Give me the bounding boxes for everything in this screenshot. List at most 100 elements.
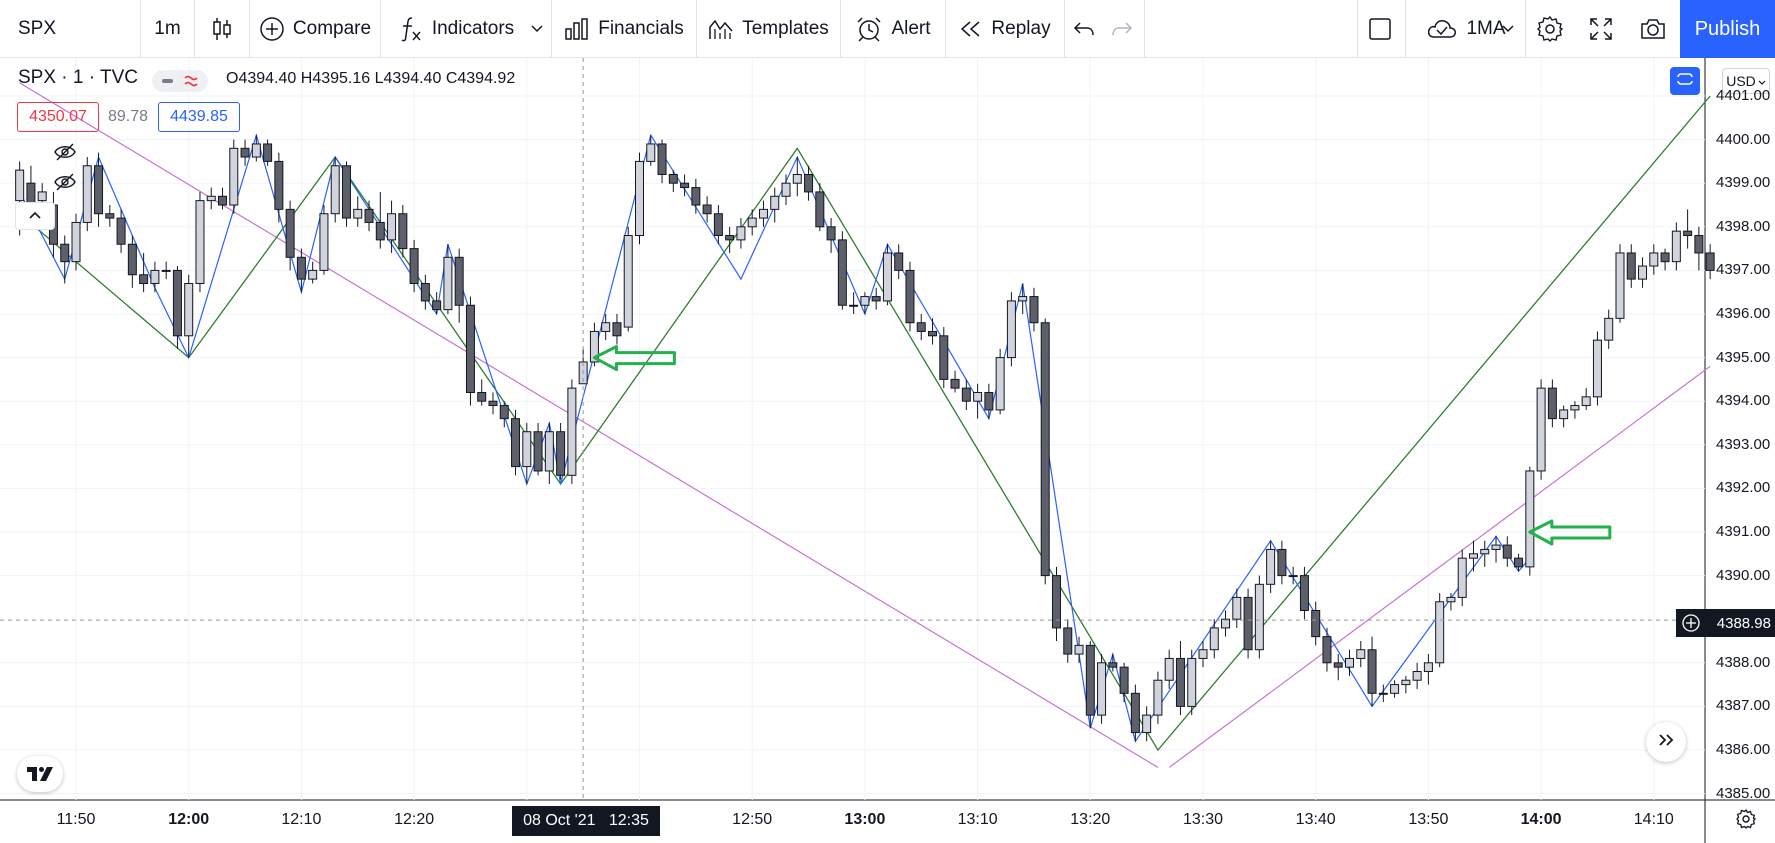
candle-body <box>984 391 994 411</box>
toolbar-divider <box>696 0 697 58</box>
candle-body <box>804 173 814 193</box>
auto-scale-button[interactable] <box>1670 67 1700 95</box>
candle-body <box>420 282 430 302</box>
candle-body <box>826 226 836 241</box>
redo-button[interactable] <box>1103 0 1141 58</box>
candle-body <box>308 269 318 280</box>
candle-body <box>1435 601 1445 664</box>
collapse-legend-button[interactable] <box>15 202 55 230</box>
candle-body <box>195 200 205 284</box>
candle <box>826 218 836 253</box>
eye-hidden-icon[interactable] <box>53 172 77 197</box>
candle-body <box>1649 252 1659 267</box>
undo-icon <box>1073 20 1095 38</box>
candle-body <box>364 208 374 223</box>
candle-body <box>567 387 577 476</box>
interval-button[interactable]: 1m <box>141 0 194 58</box>
undo-button[interactable] <box>1065 0 1103 58</box>
settings-button[interactable] <box>1526 0 1574 58</box>
candle-body <box>657 143 667 175</box>
chart-type-button[interactable] <box>195 0 249 58</box>
candle <box>1660 248 1670 271</box>
templates-button[interactable]: Templates <box>697 0 840 58</box>
sell-price-box[interactable]: 4350.07 <box>17 102 99 132</box>
candle <box>657 139 667 184</box>
candle-body <box>1536 387 1546 472</box>
price-chart[interactable] <box>0 58 1775 843</box>
save-layout-button[interactable]: 1MA <box>1406 0 1526 58</box>
candle <box>1187 649 1197 716</box>
function-icon <box>398 15 424 43</box>
arrow-left-icon <box>592 345 676 372</box>
candle <box>1525 466 1535 576</box>
indicators-button[interactable]: Indicators <box>381 0 531 58</box>
candle-body <box>1390 684 1400 694</box>
save-menu-button[interactable] <box>1496 0 1520 58</box>
tradingview-logo[interactable] <box>17 756 63 792</box>
candle <box>398 205 408 258</box>
ask-value: 4439.85 <box>170 108 228 125</box>
scale-settings-button[interactable] <box>1735 808 1757 835</box>
candle-body <box>375 221 385 241</box>
eye-hidden-icon[interactable] <box>53 142 77 167</box>
legend-badge[interactable] <box>152 70 208 92</box>
candle-body <box>1097 662 1107 716</box>
candle <box>1671 222 1681 271</box>
candle-body <box>1401 679 1411 686</box>
candle <box>928 318 938 345</box>
candle <box>522 423 532 485</box>
candle-body <box>409 248 419 284</box>
candle-body <box>1232 596 1242 620</box>
candle <box>477 379 487 406</box>
chevron-up-icon <box>28 207 42 225</box>
fullscreen-button[interactable] <box>1576 0 1626 58</box>
snapshot-button[interactable] <box>1628 0 1678 58</box>
candle-body <box>556 431 566 476</box>
toolbar-divider <box>840 0 841 58</box>
crosshair-plus-icon[interactable] <box>1681 613 1701 637</box>
candle-body <box>905 269 915 324</box>
alert-button[interactable]: Alert <box>841 0 945 58</box>
double-chevron-right-icon <box>1657 733 1675 752</box>
candle <box>691 178 701 214</box>
candle <box>747 209 757 236</box>
candle-body <box>939 335 949 380</box>
candle <box>668 170 678 192</box>
candle <box>725 226 735 253</box>
replay-button[interactable]: Replay <box>946 0 1064 58</box>
buy-price-box[interactable]: 4439.85 <box>158 102 240 132</box>
candle <box>1423 654 1433 685</box>
candle-body <box>82 165 92 223</box>
candle-body <box>1615 252 1625 319</box>
candle-body <box>916 322 926 332</box>
candle <box>973 383 983 419</box>
candle <box>961 379 971 410</box>
candle-body <box>218 195 228 206</box>
toolbar-divider <box>1357 0 1358 58</box>
chart-overlay <box>0 58 1705 800</box>
candle <box>1626 244 1636 288</box>
scroll-to-realtime-button[interactable] <box>1646 722 1686 762</box>
candle <box>1638 257 1648 288</box>
compare-button[interactable]: Compare <box>250 0 380 58</box>
candle <box>443 244 453 314</box>
candle <box>815 183 825 232</box>
candle <box>1683 209 1693 249</box>
price-tick-label: 4399.00 <box>1716 174 1771 192</box>
symbol-search-button[interactable]: SPX <box>0 0 140 58</box>
layout-button[interactable] <box>1358 0 1402 58</box>
candle-body <box>837 239 847 306</box>
financials-button[interactable]: Financials <box>552 0 696 58</box>
price-tick-label: 4392.00 <box>1716 479 1771 497</box>
indicators-menu-button[interactable] <box>525 0 549 58</box>
candle-body <box>1367 649 1377 694</box>
compare-label: Compare <box>292 18 372 39</box>
candle-body <box>1153 679 1163 716</box>
symbol-legend[interactable]: SPX · 1 · TVC <box>18 67 138 89</box>
expand-icon <box>1588 16 1614 42</box>
publish-button[interactable]: Publish <box>1680 0 1775 58</box>
candle <box>792 157 802 197</box>
currency-selector[interactable]: USD <box>1722 68 1770 94</box>
candle <box>1604 309 1614 349</box>
price-tick-label: 4391.00 <box>1716 523 1771 540</box>
